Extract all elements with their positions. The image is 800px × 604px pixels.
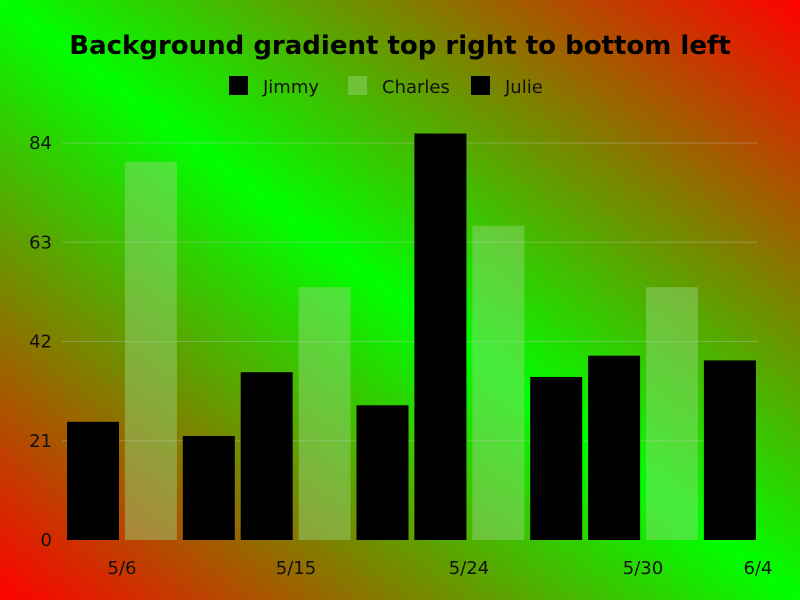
- x-tick-label: 6/4: [744, 558, 773, 579]
- bar-charles: [472, 225, 525, 541]
- y-tick-label: 84: [29, 133, 52, 154]
- x-tick-label: 5/15: [276, 558, 316, 579]
- chart-title: Background gradient top right to bottom …: [69, 31, 730, 61]
- y-tick-label: 0: [41, 530, 52, 551]
- bar-julie: [182, 436, 235, 540]
- legend-swatch-jimmy: [229, 76, 248, 95]
- y-tick-label: 21: [29, 431, 52, 452]
- bar-charles: [646, 287, 698, 540]
- legend-label-charles: Charles: [382, 77, 450, 98]
- legend-label-julie: Julie: [504, 77, 543, 98]
- legend-label-jimmy: Jimmy: [262, 77, 319, 98]
- y-tick-label: 42: [29, 332, 52, 353]
- bars: [67, 133, 756, 541]
- x-tick-label: 5/30: [623, 558, 663, 579]
- y-tick-label: 63: [29, 232, 52, 253]
- bar-charles: [298, 287, 351, 540]
- bar-charles: [124, 161, 177, 540]
- x-tick-label: 5/6: [108, 558, 137, 579]
- bar-jimmy: [67, 421, 119, 540]
- legend-swatch-charles: [348, 76, 367, 95]
- bar-jimmy: [414, 133, 467, 541]
- bar-jimmy: [588, 355, 641, 540]
- legend: Jimmy Charles Julie: [229, 76, 543, 98]
- bar-jimmy: [240, 372, 293, 540]
- legend-swatch-julie: [471, 76, 490, 95]
- gridlines: [62, 142, 758, 442]
- bar-julie: [530, 376, 583, 540]
- bar-julie: [703, 360, 756, 540]
- x-axis-ticks: 5/6 5/15 5/24 5/30 6/4: [108, 558, 773, 579]
- bar-julie: [356, 405, 409, 540]
- x-tick-label: 5/24: [449, 558, 489, 579]
- y-axis-ticks: 0 21 42 63 84: [29, 133, 52, 551]
